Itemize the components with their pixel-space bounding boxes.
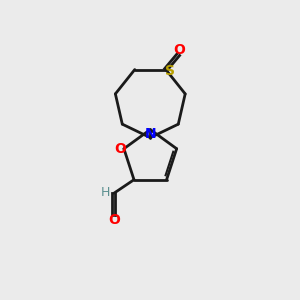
Text: S: S <box>165 64 175 78</box>
Text: O: O <box>108 213 120 227</box>
Text: O: O <box>174 44 185 57</box>
Text: H: H <box>100 186 110 199</box>
Text: O: O <box>114 142 126 156</box>
Text: N: N <box>145 127 156 141</box>
